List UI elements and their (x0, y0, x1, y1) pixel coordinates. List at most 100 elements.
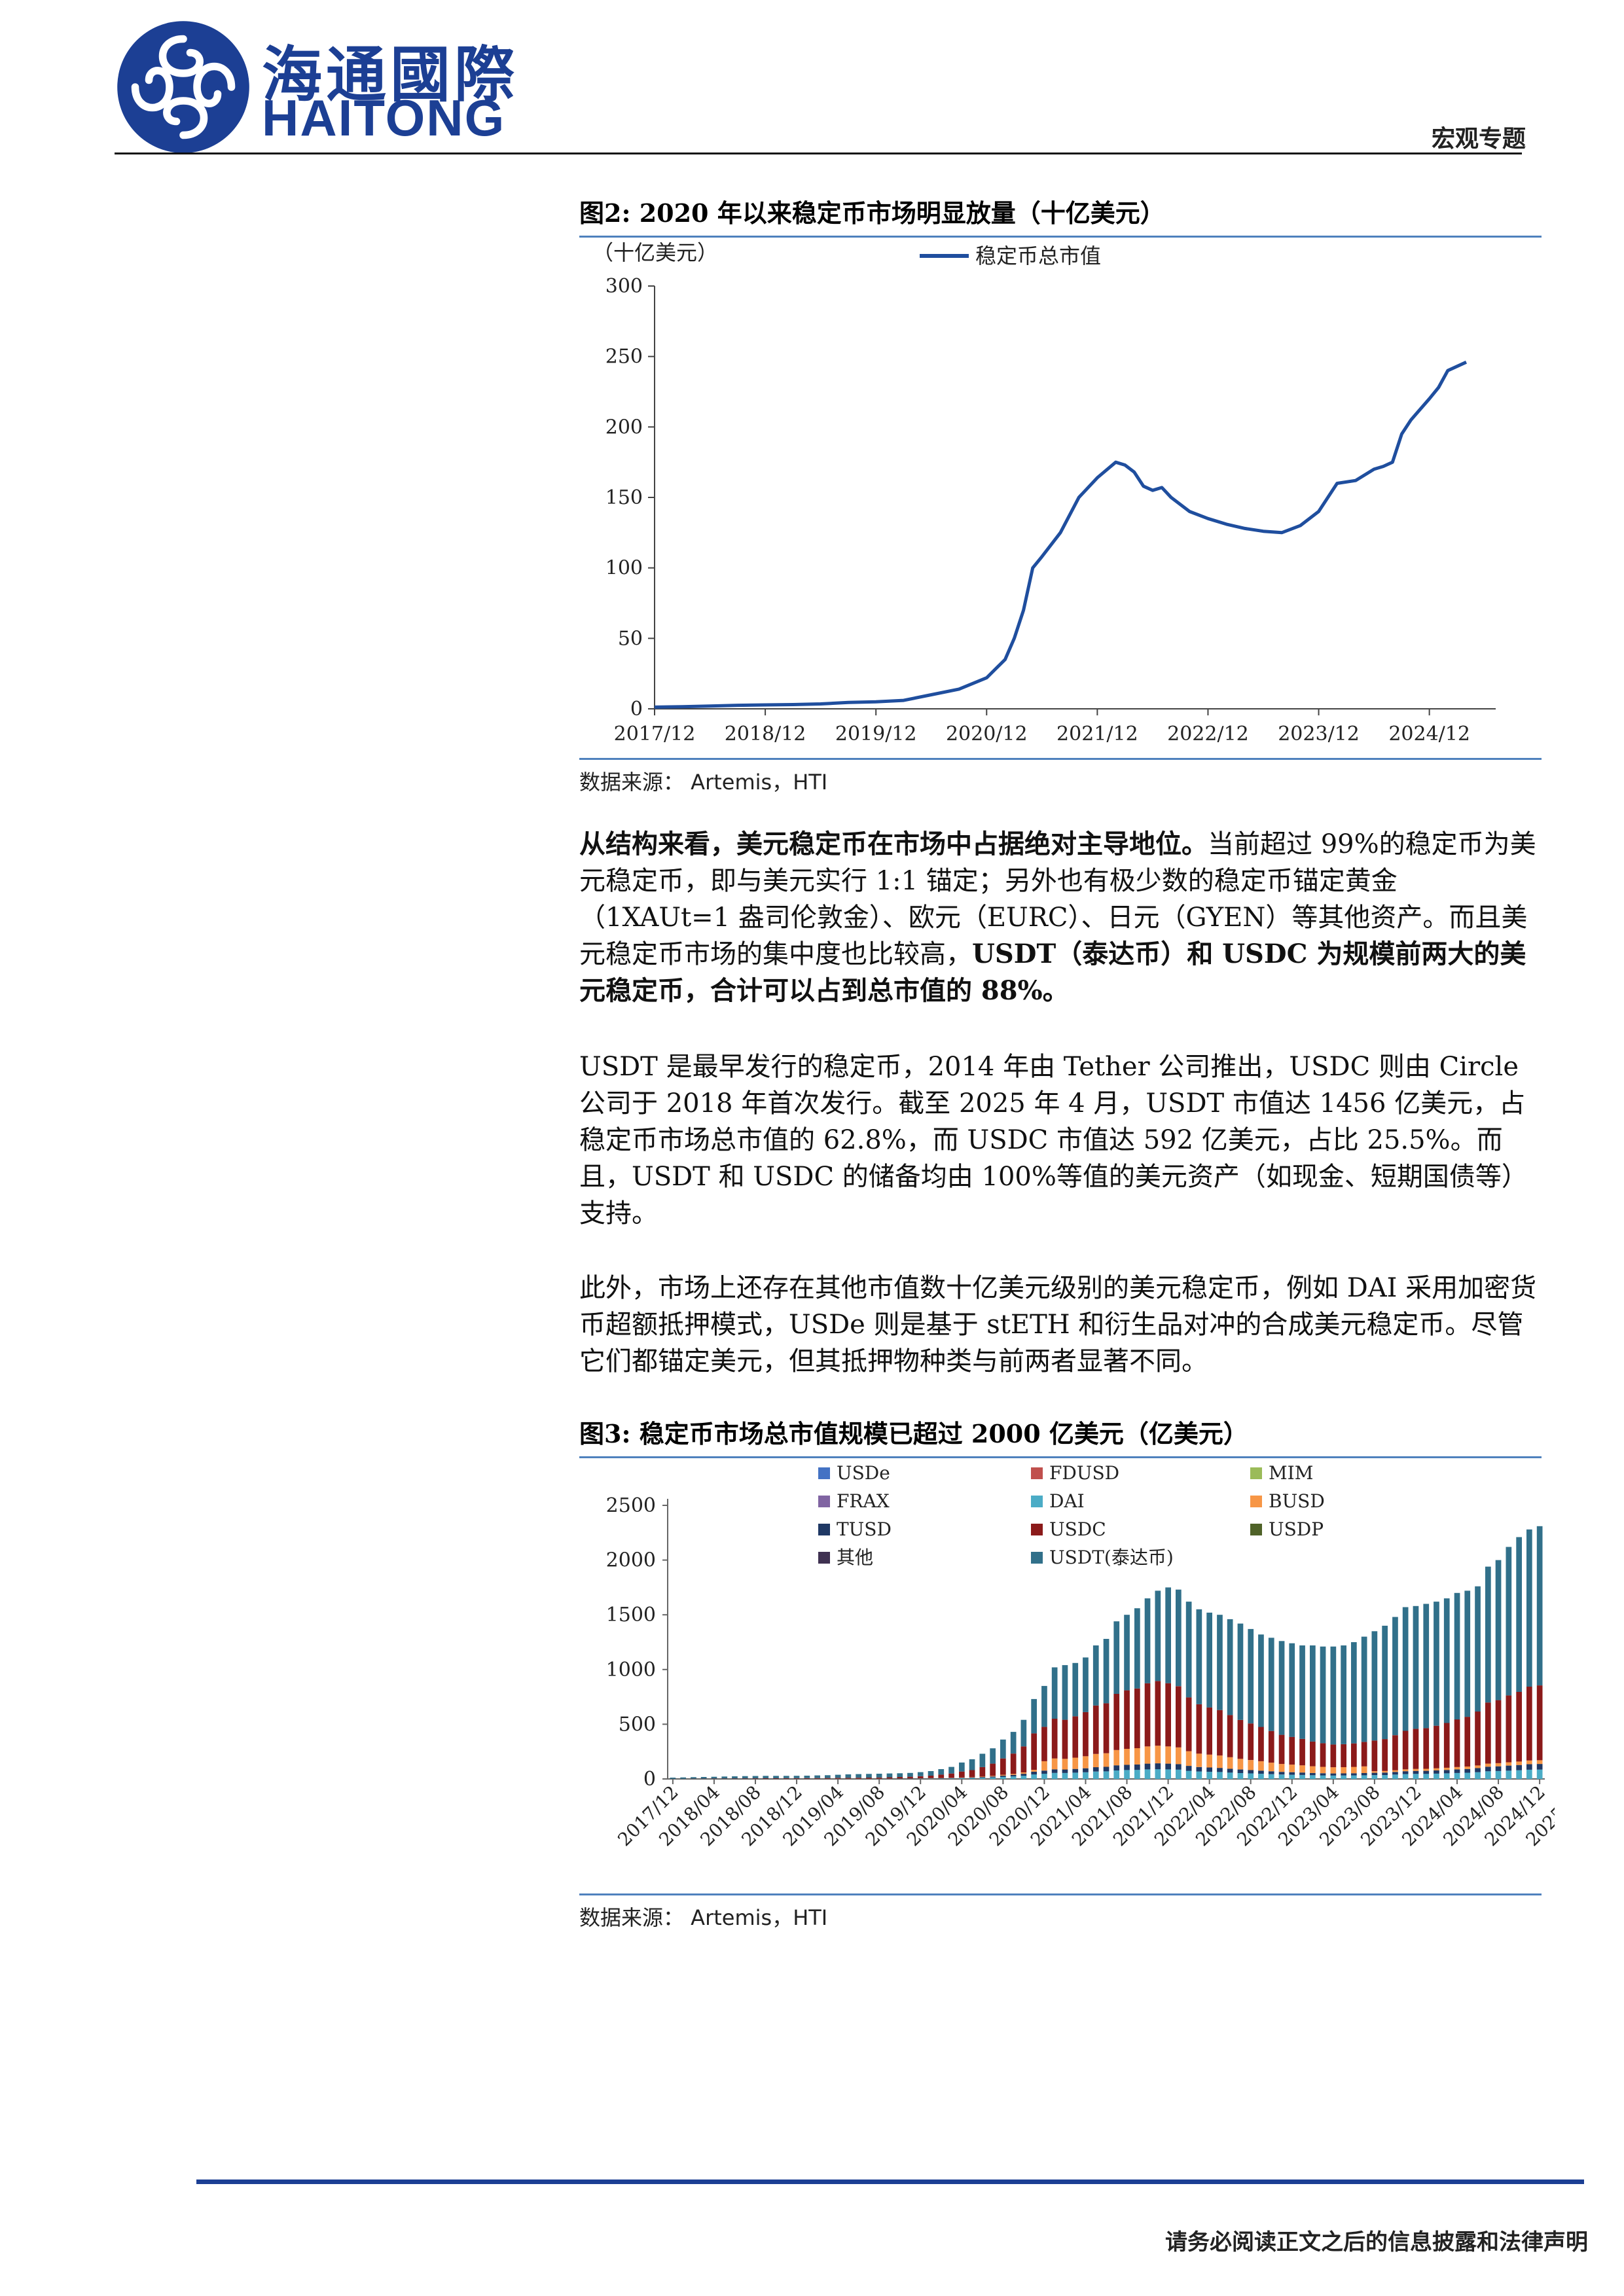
chart3-bar (1144, 1598, 1151, 1779)
chart3-bar-segment (1434, 1725, 1439, 1768)
chart3-bar-segment (1361, 1773, 1367, 1776)
chart3-bar-segment (1155, 1681, 1161, 1746)
chart3-legend-item: FRAX (818, 1490, 890, 1512)
chart3-legend-swatch (1031, 1496, 1043, 1507)
chart3-bar-segment (1454, 1719, 1460, 1767)
chart3-bar (1413, 1605, 1419, 1779)
chart3-bar-segment (1124, 1765, 1130, 1770)
chart3-bar-segment (773, 1776, 779, 1778)
chart3-bar (742, 1776, 748, 1779)
chart3-bar-segment (1268, 1638, 1274, 1731)
chart3-bar-segment (1341, 1767, 1346, 1774)
chart3-bar-segment (1485, 1767, 1491, 1772)
chart3-bar-segment (784, 1778, 789, 1779)
chart3-bar-segment (1196, 1704, 1202, 1754)
chart3-bar-segment (1103, 1753, 1110, 1767)
chart3-y-tick-label: 2500 (606, 1494, 656, 1517)
chart3-bar-segment (1237, 1769, 1244, 1773)
chart3-bar-segment (670, 1778, 676, 1779)
paragraph-3-body: 此外，市场上还存在其他市值数十亿美元级别的美元稳定币，例如 DAI 采用加密货币… (579, 1273, 1537, 1376)
figure-2-source: 数据来源： Artemis，HTI (579, 770, 828, 795)
chart3-bar-segment (1278, 1774, 1285, 1779)
chart3-bar-segment (979, 1777, 986, 1778)
chart3-legend-item: MIM (1250, 1462, 1313, 1484)
chart3-bar-segment (1072, 1662, 1079, 1717)
chart3-bar-segment (1227, 1619, 1233, 1715)
chart3-legend-item: BUSD (1250, 1490, 1325, 1512)
brand-name-cn: 海通國際 (262, 39, 519, 110)
chart3-bar-segment (1113, 1749, 1120, 1766)
chart3-bar-segment (1454, 1767, 1460, 1770)
chart3-bar-segment (1124, 1749, 1130, 1765)
chart3-bar-segment (938, 1774, 945, 1778)
chart3-bar-segment (1485, 1771, 1491, 1779)
chart3-bar-segment (1299, 1774, 1305, 1779)
chart3-bar-segment (1320, 1743, 1326, 1767)
chart3-bar-segment (752, 1776, 759, 1779)
chart3-bar-segment (1392, 1617, 1398, 1736)
chart3-legend-label: USDe (837, 1462, 890, 1484)
chart3-bar-segment (1392, 1772, 1398, 1775)
chart3-bar-segment (1392, 1774, 1398, 1779)
chart3-bar-segment (1103, 1639, 1110, 1704)
chart3-bar-segment (1227, 1715, 1233, 1757)
chart3-bar-segment (1475, 1772, 1481, 1779)
chart3-legend-item: USDP (1250, 1518, 1324, 1540)
chart3-bar-segment (742, 1776, 748, 1779)
chart3-bar (1320, 1646, 1326, 1779)
chart3-bar-segment (1227, 1768, 1233, 1773)
chart3-bar (1299, 1645, 1305, 1779)
figure-2-title: 图2: 2020 年以来稳定币市场明显放量（十亿美元） (579, 193, 1542, 238)
chart3-bar-segment (979, 1776, 986, 1778)
chart3-bar-segment (1196, 1771, 1202, 1779)
chart3-bar-segment (1434, 1602, 1439, 1726)
chart2-y-tick-label: 50 (618, 627, 643, 650)
chart3-bar-segment (928, 1775, 934, 1778)
chart2-y-tick-label: 150 (605, 486, 643, 509)
figure-2-line-chart: （十亿美元） 稳定币总市值 0 50 100 150 200 250 300 2017/12… (592, 240, 1496, 745)
chart3-bar-segment (1185, 1770, 1192, 1779)
chart3-bar-segment (886, 1773, 893, 1778)
chart3-bar-segment (1464, 1768, 1471, 1773)
chart3-bar-segment (1176, 1769, 1182, 1779)
chart3-bar (907, 1772, 913, 1779)
chart3-bar (856, 1774, 861, 1779)
chart3-bar-segment (1361, 1766, 1367, 1773)
chart3-bar-segment (938, 1769, 945, 1775)
chart3-bar-segment (1423, 1770, 1430, 1774)
chart3-bar-segment (1206, 1772, 1212, 1779)
chart3-bar-segment (1443, 1770, 1450, 1774)
haitong-logo (117, 21, 249, 153)
chart3-legend-label: MIM (1269, 1462, 1313, 1484)
chart3-bar-segment (1330, 1775, 1337, 1779)
chart3-bar (1464, 1590, 1471, 1779)
chart3-bar (814, 1775, 820, 1779)
chart3-bar-segment (1031, 1774, 1037, 1779)
chart3-bar-segment (1495, 1763, 1502, 1767)
chart3-bar-segment (1227, 1772, 1233, 1779)
chart3-bar (1155, 1590, 1161, 1779)
chart3-bar-segment (1165, 1746, 1171, 1764)
chart3-bar (1258, 1634, 1264, 1779)
chart2-x-tick-label: 2022/12 (1167, 723, 1249, 745)
chart3-bar-segment (1176, 1764, 1182, 1770)
chart3-bar-segment (1206, 1707, 1212, 1755)
chart3-bar-segment (1237, 1719, 1244, 1759)
chart2-x-tick-label: 2019/12 (835, 723, 917, 745)
chart3-bar-segment (1041, 1727, 1047, 1761)
chart3-bar-segment (1083, 1768, 1089, 1772)
chart3-bar-segment (825, 1775, 831, 1778)
chart3-bar (1134, 1608, 1140, 1779)
chart3-bar-segment (1299, 1738, 1305, 1766)
chart3-bar (979, 1753, 986, 1779)
chart3-bar-segment (1031, 1698, 1037, 1734)
chart3-bar-segment (1526, 1760, 1532, 1765)
chart3-bar-segment (1382, 1739, 1388, 1771)
chart3-bar-segment (1248, 1628, 1254, 1724)
chart3-bar-segment (1464, 1772, 1471, 1779)
chart3-bar-segment (1464, 1717, 1471, 1767)
brand-name-en: HAITONG (262, 89, 506, 147)
chart3-legend-item: TUSD (818, 1518, 892, 1540)
chart3-bar-segment (1217, 1615, 1223, 1710)
chart3-bar-segment (897, 1773, 903, 1777)
